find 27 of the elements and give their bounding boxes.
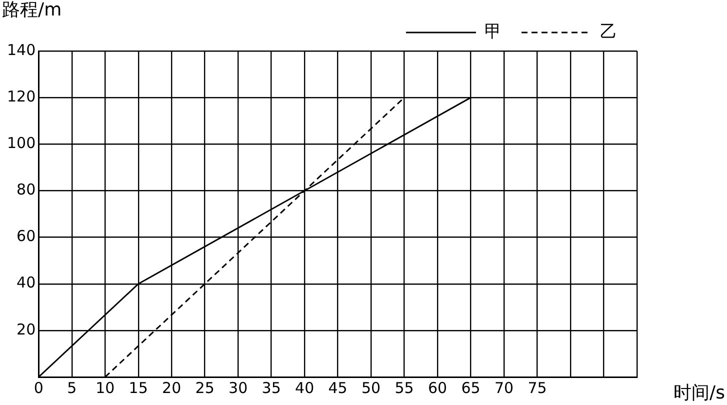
x-tick-label: 75 [528,378,547,397]
y-axis-title: 路程/m [2,0,62,21]
x-tick-label: 55 [394,378,414,397]
x-tick-label: 0 [34,378,44,397]
y-tick-label: 20 [16,320,36,338]
y-tick-label: 60 [16,227,36,246]
x-axis-title: 时间/s [674,382,725,404]
x-tick-label: 60 [428,378,448,397]
x-tick-label: 15 [128,378,148,397]
y-tick-label: 100 [6,134,36,152]
x-tick-label: 70 [494,378,514,397]
y-tick-label: 80 [16,180,36,199]
legend-label: 甲 [484,22,502,42]
x-tick-label: 25 [195,378,214,397]
x-tick-label: 5 [67,378,77,397]
y-tick-label: 140 [6,40,36,59]
x-tick-label: 35 [262,378,281,397]
y-tick-label: 40 [16,274,36,292]
x-tick-label: 40 [295,378,314,397]
x-tick-label: 65 [461,378,480,397]
x-tick-label: 50 [362,378,381,397]
x-tick-label: 20 [162,378,182,397]
x-tick-label: 45 [328,378,348,397]
legend-label: 乙 [600,22,617,42]
x-tick-label: 10 [96,378,115,397]
y-tick-label: 120 [6,87,36,106]
x-tick-label: 30 [228,378,248,397]
